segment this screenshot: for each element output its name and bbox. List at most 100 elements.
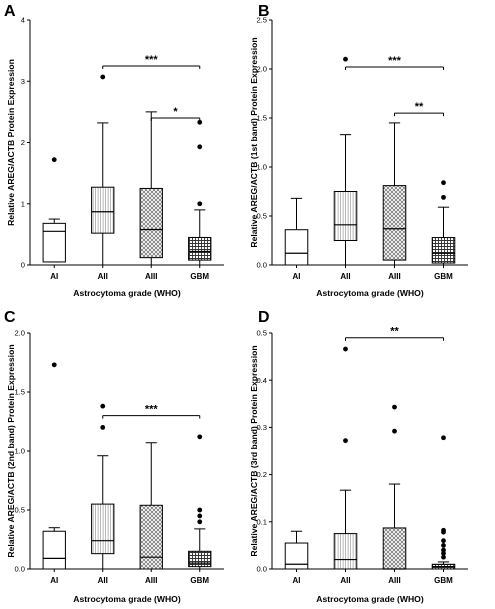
outlier-point (197, 119, 203, 125)
outlier-point (441, 435, 446, 441)
outlier-point (100, 74, 106, 80)
outlier-point (441, 551, 446, 556)
significance-label: ** (390, 326, 399, 338)
y-axis-label: Relative AREG/ACTB (2nd band) Protein Ex… (6, 344, 16, 557)
y-tick-label: 3 (21, 77, 25, 86)
box-body (188, 236, 212, 261)
outlier-point (392, 428, 397, 434)
box-body (42, 222, 66, 263)
x-tick-label: AIII (145, 272, 157, 281)
outlier-point (343, 346, 348, 352)
box-aii (333, 346, 358, 570)
y-tick-label: 1.0 (14, 447, 25, 456)
box-gbm (188, 434, 212, 570)
outlier-point (343, 438, 348, 444)
box-ai (42, 362, 66, 570)
box-aii (91, 403, 115, 570)
x-axis-label: Astrocytoma grade (WHO) (73, 288, 181, 298)
outlier-point (343, 56, 348, 62)
y-tick-label: 0.0 (14, 565, 25, 574)
box-body (42, 530, 66, 570)
x-tick-label: GBM (434, 576, 453, 585)
y-tick-label: 0.5 (14, 506, 25, 515)
panel-label: D (258, 309, 270, 326)
box-body (333, 533, 358, 570)
x-tick-label: AII (98, 576, 108, 585)
y-tick-label: 2 (21, 138, 25, 147)
significance-label: *** (145, 404, 159, 416)
x-tick-label: AI (293, 272, 301, 281)
x-tick-label: AII (340, 272, 350, 281)
panel-d: D Relative AREG/ACTB (3rd band) Protein E… (249, 309, 468, 604)
box-body (139, 187, 163, 259)
outlier-point (441, 180, 446, 186)
y-tick-label: 0.2 (256, 470, 267, 479)
outlier-point (392, 404, 397, 410)
significance-label: ** (415, 101, 424, 113)
y-tick-label: 1.0 (256, 163, 267, 172)
box-body (382, 185, 407, 261)
x-tick-label: AIII (145, 576, 157, 585)
significance-bracket: * (150, 106, 201, 121)
box-body (284, 542, 309, 570)
outlier-point (441, 538, 446, 544)
panel-label: C (4, 309, 16, 326)
panel-b: B Relative AREG/ACTB (1st band) Protein E… (249, 3, 468, 298)
y-tick-label: 0.3 (256, 423, 267, 432)
y-tick-label: 4 (21, 16, 25, 25)
x-tick-label: AII (98, 272, 108, 281)
y-tick-label: 1.5 (14, 388, 25, 397)
x-tick-label: GBM (190, 576, 209, 585)
outlier-point (197, 519, 203, 525)
y-tick-label: 1 (21, 199, 25, 208)
significance-bracket: *** (102, 54, 201, 69)
outlier-point (100, 425, 106, 430)
box-ai (284, 530, 309, 570)
panel-c: C Relative AREG/ACTB (2nd band) Protein E… (4, 309, 224, 604)
significance-label: *** (145, 54, 159, 66)
x-tick-label: AIII (388, 272, 400, 281)
y-tick-label: 0.0 (256, 261, 267, 270)
box-ai (42, 157, 66, 263)
box-body (333, 191, 358, 241)
y-tick-label: 0.5 (256, 329, 267, 338)
x-axis-label: Astrocytoma grade (WHO) (316, 594, 424, 604)
significance-bracket: ** (394, 101, 444, 117)
x-axis-label: Astrocytoma grade (WHO) (316, 288, 424, 298)
outlier-point (441, 554, 446, 560)
outlier-point (441, 543, 446, 548)
box-body (91, 186, 115, 234)
box-aii (333, 56, 358, 266)
y-tick-label: 2.0 (14, 329, 25, 338)
outlier-point (100, 403, 106, 409)
box-body (382, 527, 407, 570)
x-tick-label: AII (340, 576, 350, 585)
box-aiii (382, 404, 407, 570)
x-tick-label: GBM (434, 272, 453, 281)
y-axis-label: Relative AREG/ACTB (1st band) Protein Ex… (249, 37, 259, 247)
y-axis-label: Relative AREG/ACTB (3rd band) Protein Ex… (249, 345, 259, 556)
box-aiii (139, 442, 163, 570)
x-tick-label: AI (50, 272, 58, 281)
box-gbm (431, 435, 456, 570)
box-aiii (139, 111, 163, 266)
y-tick-label: 0.5 (256, 212, 267, 221)
x-tick-label: AI (50, 576, 58, 585)
box-body (188, 550, 212, 568)
box-body (284, 229, 309, 266)
outlier-point (441, 527, 446, 533)
x-axis-label: Astrocytoma grade (WHO) (73, 594, 181, 604)
box-gbm (431, 180, 456, 266)
box-aii (91, 74, 115, 266)
box-body (139, 504, 163, 570)
significance-bracket: *** (102, 404, 201, 419)
y-tick-label: 0.0 (256, 565, 267, 574)
y-axis-label: Relative AREG/ACTB Protein Expression (6, 59, 16, 226)
outlier-point (197, 144, 203, 150)
y-tick-label: 2.5 (256, 16, 267, 25)
outlier-point (197, 201, 203, 207)
y-tick-label: 2.0 (256, 65, 267, 74)
outlier-point (197, 434, 203, 440)
outlier-point (197, 507, 203, 513)
